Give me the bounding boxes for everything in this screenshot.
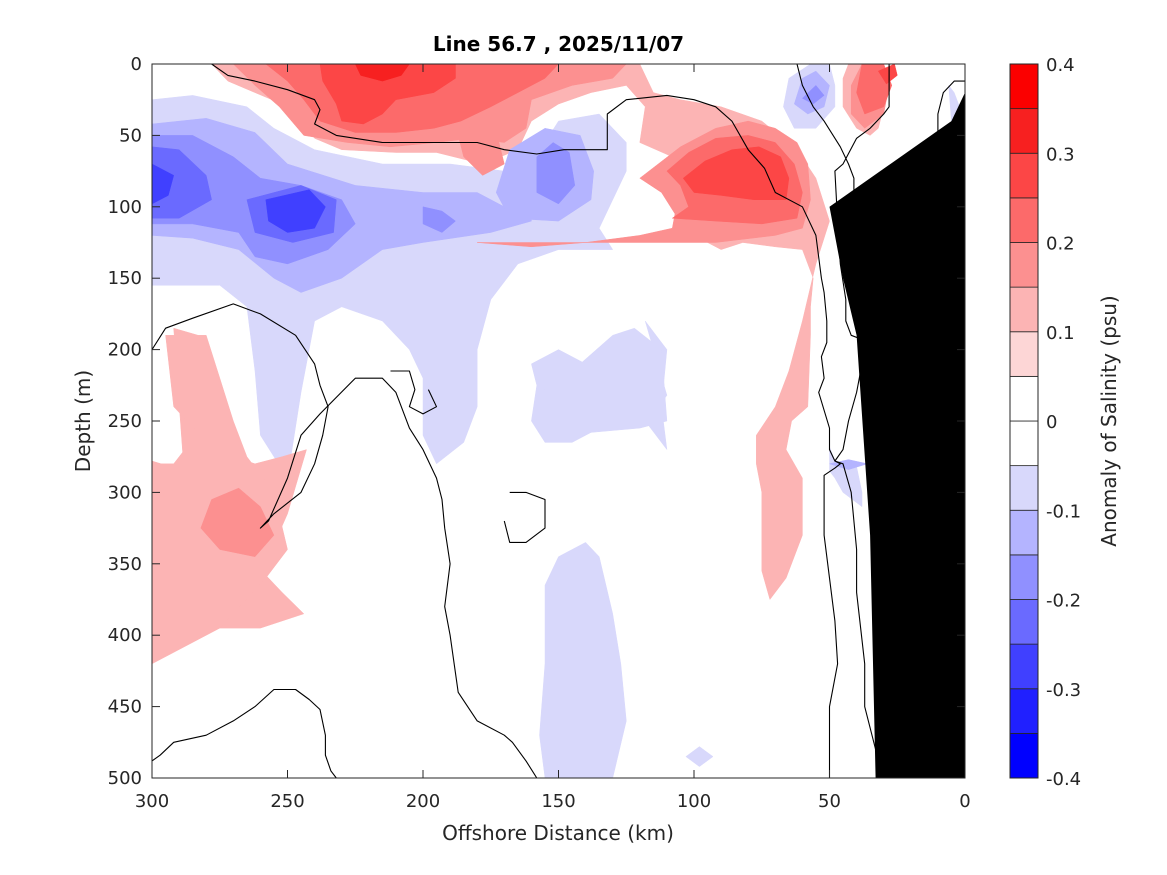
colorbar-frame [1009,63,1039,779]
y-tick-label: 300 [108,482,142,503]
colorbar-tick-label: 0.4 [1046,55,1075,76]
colorbar: 0.4 0.3 0.2 0.1 0 -0.1 -0.2 -0.3 -0.4 [1009,55,1081,790]
chart-title: Line 56.7 , 2025/11/07 [432,32,685,56]
contour-region [539,542,627,778]
contour-region [536,142,576,205]
zero-contour-line [152,688,337,778]
y-tick-label: 0 [131,54,142,75]
colorbar-tick-label: -0.4 [1046,769,1081,790]
colorbar-swatch [1009,152,1039,199]
y-tick-label: 250 [108,411,142,432]
y-tick-label: 500 [108,768,142,789]
x-tick-label: 50 [818,791,841,812]
colorbar-swatch [1009,197,1039,243]
colorbar-tick-label: 0 [1046,412,1057,433]
y-tick-label: 450 [108,697,142,718]
colorbar-label: Anomaly of Salinity (psu) [1097,295,1121,546]
contour-region [355,64,410,82]
colorbar-swatch [1009,732,1039,779]
colorbar-swatch [1009,465,1039,511]
y-tick-label: 100 [108,197,142,218]
colorbar-swatch [1009,375,1039,422]
colorbar-swatch [1009,242,1039,288]
x-axis: 300 250 200 150 100 50 0 [135,64,971,812]
x-tick-label: 250 [270,791,304,812]
x-tick-label: 0 [959,791,970,812]
contour-fills [152,64,965,778]
contour-region [265,189,326,233]
y-tick-label: 150 [108,268,142,289]
colorbar-swatch [1009,331,1039,377]
colorbar-swatch [1009,554,1039,600]
zero-contour-line [152,303,538,778]
colorbar-swatch [1009,286,1039,333]
x-tick-label: 300 [135,791,169,812]
bathymetry [829,92,965,778]
contour-region [536,327,668,436]
colorbar-tick-label: 0.3 [1046,144,1075,165]
colorbar-swatch [1009,599,1039,645]
colorbar-tick-label: 0.2 [1046,234,1075,255]
colorbar-tick-label: -0.3 [1046,680,1081,701]
colorbar-swatch [1009,63,1039,110]
y-tick-label: 50 [119,125,142,146]
contour-region [152,163,174,205]
colorbar-swatch [1009,420,1039,467]
colorbar-swatch [1009,108,1039,154]
seafloor-mask [829,92,965,778]
contour-region [319,64,456,125]
contour-region [685,746,714,767]
contour-region [457,120,505,176]
zero-contour-line [211,64,841,778]
colorbar-tick-label: -0.1 [1046,501,1081,522]
contour-region [200,487,275,557]
zero-contour-line [503,491,546,543]
y-tick-label: 400 [108,625,142,646]
x-tick-label: 200 [406,791,440,812]
y-tick-label: 350 [108,554,142,575]
contour-region [422,206,456,233]
colorbar-swatch [1009,509,1039,556]
x-tick-label: 150 [541,791,575,812]
x-tick-label: 100 [677,791,711,812]
y-axis-label: Depth (m) [71,370,95,472]
x-axis-label: Offshore Distance (km) [442,821,674,845]
y-tick-label: 200 [108,340,142,361]
colorbar-tick-label: -0.2 [1046,591,1081,612]
colorbar-tick-label: 0.1 [1046,323,1075,344]
contour-region [682,146,790,200]
colorbar-swatch [1009,688,1039,734]
zero-contour-line [390,370,438,415]
colorbar-swatch [1009,643,1039,690]
y-axis: 0 50 100 150 200 250 300 350 400 450 500 [108,54,965,789]
contour-region [152,146,212,219]
contour-region [878,64,898,85]
